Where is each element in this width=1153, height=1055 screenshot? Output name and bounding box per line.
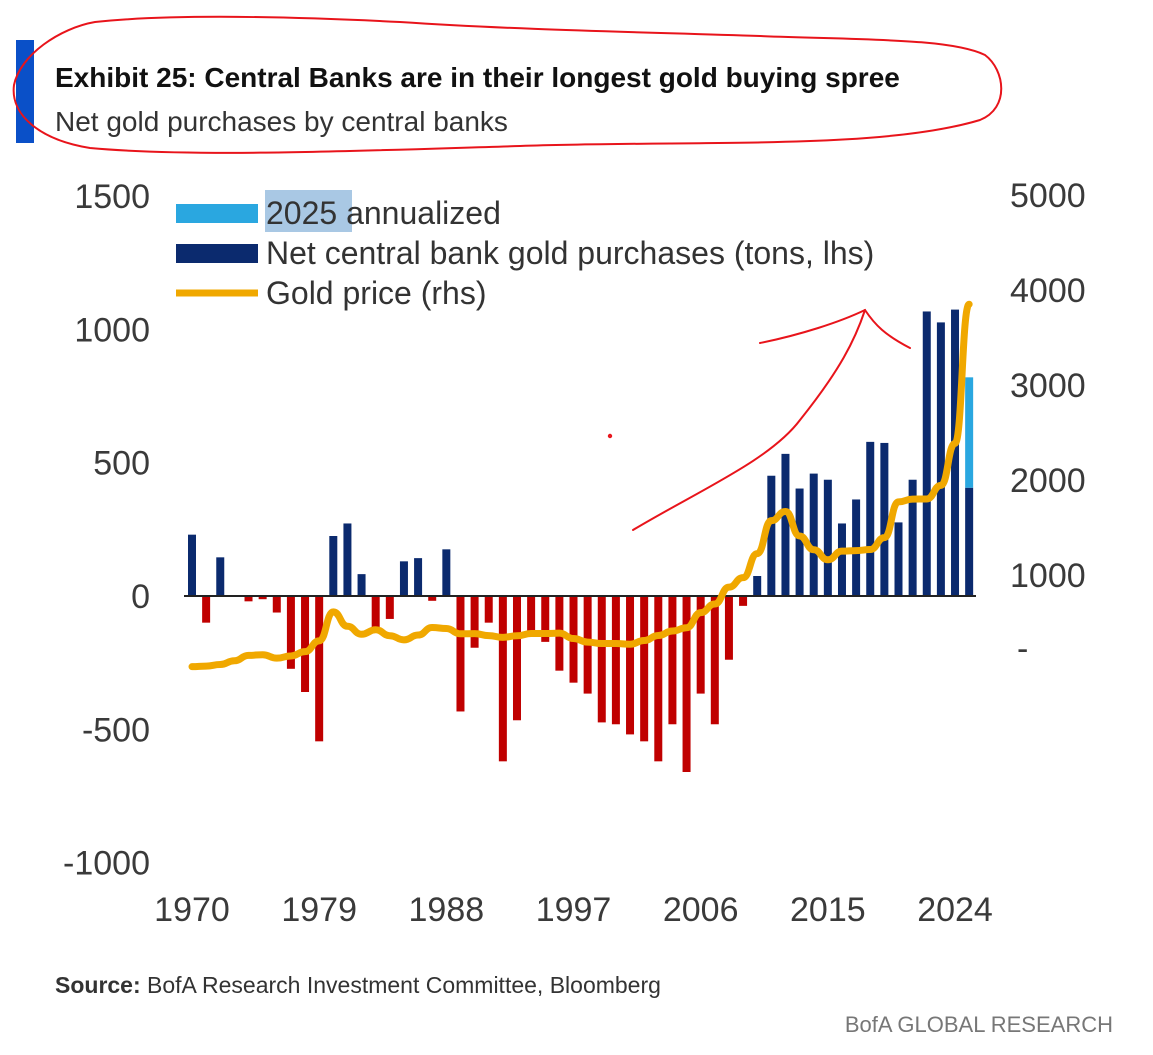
bar-1970	[188, 534, 196, 596]
bar-1982	[357, 574, 366, 596]
bar-1989	[456, 596, 465, 712]
bar-1995	[541, 596, 550, 642]
bar-1990	[470, 596, 479, 648]
left-axis-tick-label: 1500	[74, 178, 150, 216]
bar-2024	[951, 309, 960, 596]
bar-1983	[371, 596, 380, 633]
chart-title: Exhibit 25: Central Banks are in their l…	[55, 62, 900, 93]
bar-2008	[724, 596, 733, 660]
left-axis-tick-label: -1000	[63, 845, 150, 883]
red-annotations	[12, 15, 1003, 531]
bar-2004	[668, 596, 677, 725]
annotation-dot	[607, 433, 613, 439]
bar-1974	[244, 596, 253, 602]
bar-2015	[823, 479, 832, 596]
bar-2020	[894, 522, 903, 596]
bar-2012	[781, 453, 790, 596]
bar-2007	[710, 596, 719, 725]
bar-1975	[258, 596, 267, 600]
bar-2025	[965, 487, 974, 596]
legend-label-gold-price: Gold price (rhs)	[266, 275, 487, 311]
title-accent-bar	[16, 40, 34, 143]
x-axis-tick-label: 1988	[409, 891, 485, 929]
legend-label-annualized: 2025 annualized	[266, 195, 501, 231]
bar-1987	[428, 596, 437, 601]
gold-price-layer	[188, 300, 973, 671]
bar-2013	[795, 488, 804, 596]
bar-2019	[880, 442, 889, 596]
bar-2010	[753, 576, 762, 596]
bar-2021	[908, 479, 917, 596]
bar-2006	[696, 596, 705, 694]
right-axis-tick-label: 5000	[1010, 177, 1086, 215]
annotation-arrow-head	[759, 308, 911, 349]
bar-1988	[442, 549, 451, 596]
right-axis-tick-label: 4000	[1010, 272, 1086, 310]
legend-swatch-annualized	[176, 204, 258, 223]
x-axis-tick-label: 1997	[536, 891, 612, 929]
legend-swatch-purchases	[176, 244, 258, 263]
left-axis-tick-label: 500	[93, 445, 150, 483]
legend-label-purchases: Net central bank gold purchases (tons, l…	[266, 235, 874, 271]
bar-1992	[498, 596, 507, 762]
bar-1978	[301, 596, 310, 692]
bar-1984	[385, 596, 394, 619]
annotation-ellipse	[12, 15, 1003, 154]
chart-subtitle: Net gold purchases by central banks	[55, 106, 508, 137]
axis-ticks: 150010005000-500-10005000400030002000100…	[63, 177, 1086, 929]
bar-1999	[597, 596, 606, 723]
bar-1994	[527, 596, 536, 631]
source-note: Source: BofA Research Investment Committ…	[55, 972, 661, 998]
bar-1977	[286, 596, 295, 669]
bars	[188, 309, 974, 772]
bar-2023	[936, 322, 945, 596]
bar-annualized-2025	[965, 377, 974, 488]
brand-label: BofA GLOBAL RESEARCH	[845, 1012, 1113, 1037]
bar-2022	[922, 311, 931, 596]
bar-1971	[202, 596, 211, 623]
bar-2005	[682, 596, 691, 772]
bar-2003	[654, 596, 663, 762]
x-axis-tick-label: 2015	[790, 891, 866, 929]
gold-price-line	[188, 300, 973, 671]
x-axis-tick-label: 1970	[154, 891, 230, 929]
x-axis-tick-label: 2024	[917, 891, 993, 929]
left-axis-tick-label: 0	[131, 578, 150, 616]
left-axis-tick-label: -500	[82, 711, 150, 749]
right-axis-tick-label: -	[1017, 630, 1028, 668]
bar-2018	[866, 441, 875, 596]
bar-1980	[329, 536, 338, 596]
bar-1991	[484, 596, 493, 623]
bar-2016	[837, 523, 846, 596]
legend: 2025 annualized Net central bank gold pu…	[176, 190, 874, 311]
left-axis-tick-label: 1000	[74, 311, 150, 349]
bar-2000	[611, 596, 620, 725]
right-axis-tick-label: 2000	[1010, 462, 1086, 500]
bar-1972	[216, 557, 225, 596]
bar-2009	[739, 596, 748, 606]
bar-1979	[315, 596, 324, 742]
bar-2014	[809, 473, 818, 596]
right-axis-tick-label: 1000	[1010, 557, 1086, 595]
bar-2011	[767, 475, 776, 596]
bar-1976	[272, 596, 281, 613]
bar-1986	[414, 558, 423, 596]
x-axis-tick-label: 1979	[281, 891, 357, 929]
bar-1985	[399, 561, 408, 596]
bar-1981	[343, 523, 352, 596]
bar-1993	[512, 596, 521, 721]
bar-2001	[626, 596, 635, 735]
legend-text-highlight	[265, 190, 352, 232]
x-axis-tick-label: 2006	[663, 891, 739, 929]
right-axis-tick-label: 3000	[1010, 367, 1086, 405]
bar-2002	[640, 596, 649, 742]
annotation-arrow-curve	[632, 309, 866, 531]
